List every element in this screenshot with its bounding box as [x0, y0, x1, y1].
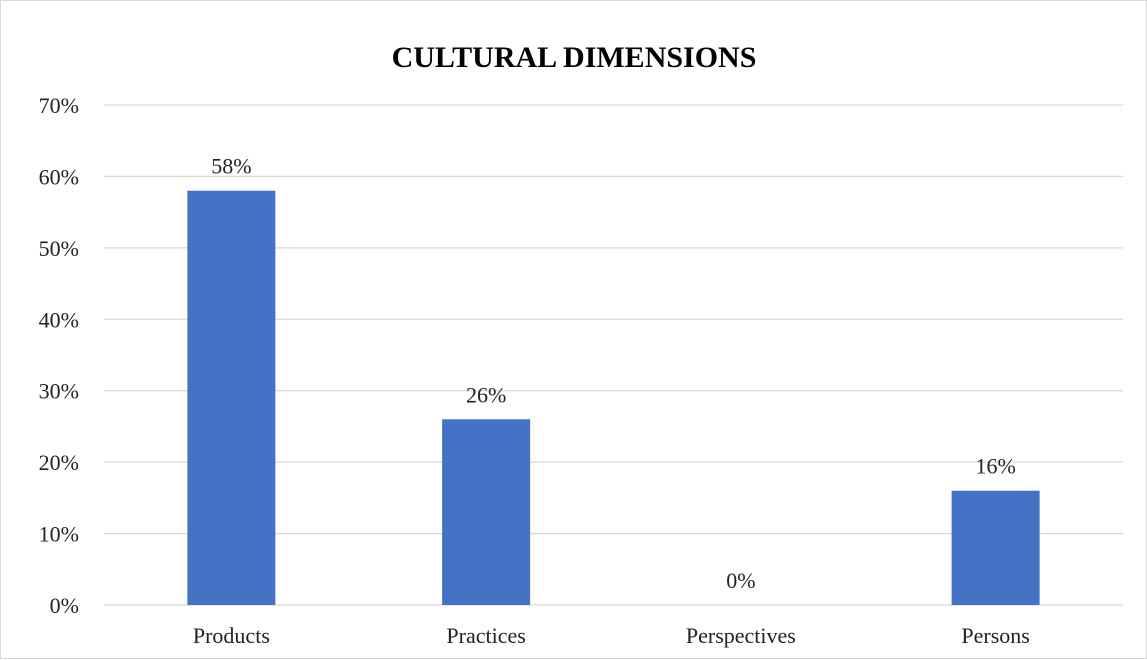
- bars: [187, 190, 1040, 605]
- y-tick-label: 20%: [39, 450, 79, 475]
- x-tick-label-persons: Persons: [961, 623, 1029, 648]
- data-label-products: 58%: [211, 154, 251, 179]
- x-tick-label-products: Products: [193, 623, 270, 648]
- x-axis-category-labels: Products Practices Perspectives Persons: [193, 623, 1030, 648]
- bar-practices: [442, 419, 531, 605]
- data-label-persons: 16%: [975, 454, 1015, 479]
- x-tick-label-practices: Practices: [446, 623, 525, 648]
- chart-title: CULTURAL DIMENSIONS: [392, 41, 757, 74]
- y-tick-label: 70%: [39, 93, 79, 118]
- y-tick-label: 10%: [39, 522, 79, 547]
- y-tick-label: 30%: [39, 379, 79, 404]
- y-tick-label: 0%: [50, 593, 79, 618]
- y-tick-label: 40%: [39, 307, 79, 332]
- y-tick-label: 50%: [39, 236, 79, 261]
- x-tick-label-perspectives: Perspectives: [686, 623, 796, 648]
- bar-persons: [951, 490, 1040, 605]
- data-label-perspectives: 0%: [726, 568, 755, 593]
- data-labels: 58% 26% 0% 16%: [211, 154, 1016, 593]
- bar-products: [187, 190, 276, 605]
- y-tick-label: 60%: [39, 164, 79, 189]
- data-label-practices: 26%: [466, 382, 506, 407]
- y-axis-tick-labels: 0% 10% 20% 30% 40% 50% 60% 70%: [39, 93, 79, 618]
